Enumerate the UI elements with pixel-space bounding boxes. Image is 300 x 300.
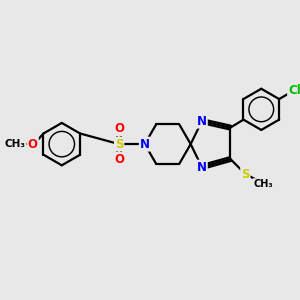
Text: O: O — [114, 153, 124, 166]
Text: CH₃: CH₃ — [5, 139, 26, 149]
Text: S: S — [115, 138, 123, 151]
Text: O: O — [114, 122, 124, 135]
Text: Cl: Cl — [288, 84, 300, 97]
Text: O: O — [28, 138, 38, 151]
Text: N: N — [197, 160, 207, 174]
Text: S: S — [241, 167, 250, 181]
Text: N: N — [140, 138, 150, 151]
Text: CH₃: CH₃ — [253, 179, 273, 189]
Text: N: N — [197, 115, 207, 128]
